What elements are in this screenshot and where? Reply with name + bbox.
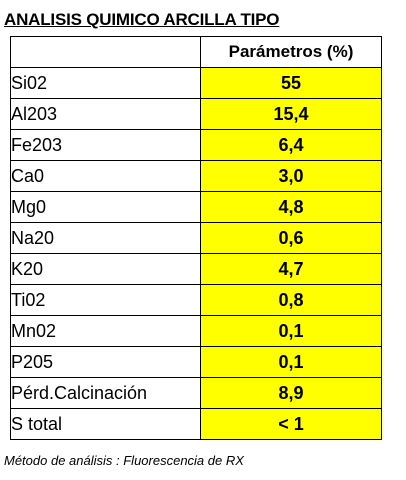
compound-name: Ti02 xyxy=(10,284,201,316)
chemical-analysis-table: Parámetros (%) Si02 55 Al203 15,4 Fe203 … xyxy=(10,36,382,440)
compound-name: P205 xyxy=(10,346,201,378)
compound-value: 0,8 xyxy=(200,284,382,316)
compound-value: 15,4 xyxy=(200,98,382,130)
compound-value: 0,1 xyxy=(200,346,382,378)
compound-name: S total xyxy=(10,408,201,440)
compound-value: 4,7 xyxy=(200,253,382,285)
table-row: Si02 55 xyxy=(10,67,382,99)
table-row: S total < 1 xyxy=(10,408,382,440)
table-row: K20 4,7 xyxy=(10,253,382,285)
compound-value: 0,6 xyxy=(200,222,382,254)
table-row: Ti02 0,8 xyxy=(10,284,382,316)
compound-value: 55 xyxy=(200,67,382,99)
compound-value: 3,0 xyxy=(200,160,382,192)
empty-header-cell xyxy=(10,36,201,68)
compound-name: Ca0 xyxy=(10,160,201,192)
table-row: Pérd.Calcinación 8,9 xyxy=(10,377,382,409)
table-row: Fe203 6,4 xyxy=(10,129,382,161)
compound-name: Mg0 xyxy=(10,191,201,223)
compound-name: K20 xyxy=(10,253,201,285)
page-title: ANALISIS QUIMICO ARCILLA TIPO xyxy=(4,10,280,29)
compound-name: Fe203 xyxy=(10,129,201,161)
table-row: Mn02 0,1 xyxy=(10,315,382,347)
analysis-method-note: Método de análisis : Fluorescencia de RX xyxy=(4,453,244,468)
compound-name: Pérd.Calcinación xyxy=(10,377,201,409)
compound-name: Si02 xyxy=(10,67,201,99)
table-row: Al203 15,4 xyxy=(10,98,382,130)
table-row: Mg0 4,8 xyxy=(10,191,382,223)
table-row: P205 0,1 xyxy=(10,346,382,378)
compound-value: 8,9 xyxy=(200,377,382,409)
table-row: Na20 0,6 xyxy=(10,222,382,254)
compound-value: 0,1 xyxy=(200,315,382,347)
compound-value: 4,8 xyxy=(200,191,382,223)
compound-name: Na20 xyxy=(10,222,201,254)
compound-name: Mn02 xyxy=(10,315,201,347)
table-header-row: Parámetros (%) xyxy=(10,36,382,68)
parameters-header: Parámetros (%) xyxy=(200,36,382,68)
table-row: Ca0 3,0 xyxy=(10,160,382,192)
compound-value: 6,4 xyxy=(200,129,382,161)
compound-name: Al203 xyxy=(10,98,201,130)
compound-value: < 1 xyxy=(200,408,382,440)
